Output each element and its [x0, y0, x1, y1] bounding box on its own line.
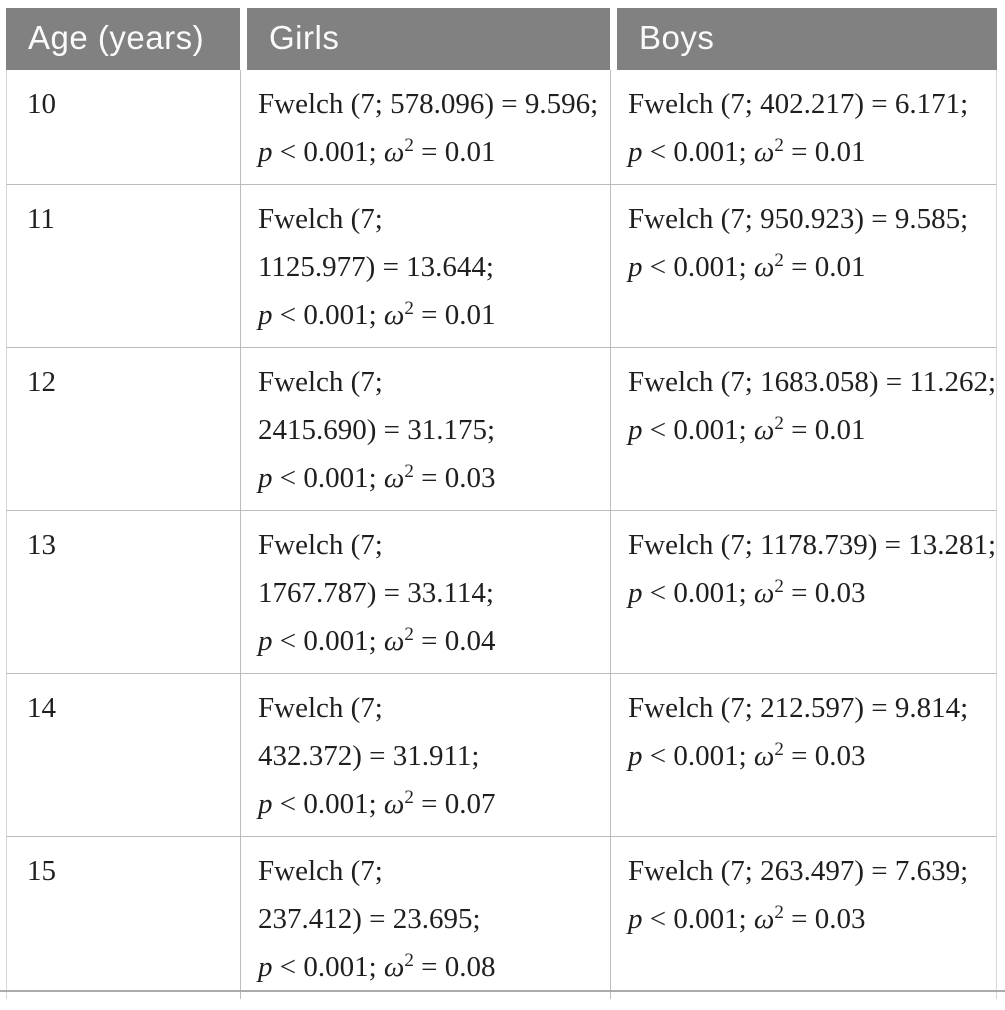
stat-line: p < 0.001; ω2 = 0.01: [258, 135, 496, 168]
stat-line: Fwelch (7;: [258, 692, 383, 724]
girls-stat-cell: Fwelch (7; 237.412) = 23.695; p < 0.001; ω…: [240, 837, 610, 999]
girls-stat-cell: Fwelch (7; 1767.787) = 33.114; p < 0.001; …: [240, 511, 610, 674]
stat-line: p < 0.001; ω2 = 0.03: [258, 461, 496, 494]
stat-line: Fwelch (7; 950.923) = 9.585;: [628, 203, 969, 235]
stat-line: p < 0.001; ω2 = 0.03: [628, 739, 866, 772]
age-cell: 14: [6, 674, 240, 837]
table-row: 12 Fwelch (7; 2415.690) = 31.175; p < 0.001…: [6, 348, 997, 511]
stat-line: p < 0.001; ω2 = 0.01: [628, 413, 866, 446]
boys-stat-cell: Fwelch (7; 212.597) = 9.814; p < 0.001; ω…: [610, 674, 997, 837]
stat-line: p < 0.001; ω2 = 0.07: [258, 787, 496, 820]
stat-line: p < 0.001; ω2 = 0.03: [628, 902, 866, 935]
table-body: 10 Fwelch (7; 578.096) = 9.596; p < 0.001;…: [6, 70, 997, 999]
boys-stat-cell: Fwelch (7; 1178.739) = 13.281; p < 0.001;…: [610, 511, 997, 674]
stat-line: Fwelch (7; 578.096) = 9.596;: [258, 88, 599, 120]
stat-line: Fwelch (7; 1178.739) = 13.281;: [628, 529, 997, 561]
stat-line: 1767.787) = 33.114;: [258, 577, 494, 609]
stat-line: Fwelch (7;: [258, 366, 383, 398]
girls-stat-cell: Fwelch (7; 1125.977) = 13.644; p < 0.001; …: [240, 185, 610, 348]
girls-stat-cell: Fwelch (7; 2415.690) = 31.175; p < 0.001; …: [240, 348, 610, 511]
stat-line: Fwelch (7;: [258, 855, 383, 887]
stat-line: p < 0.001; ω2 = 0.03: [628, 576, 866, 609]
table-row: 11 Fwelch (7; 1125.977) = 13.644; p < 0.001…: [6, 185, 997, 348]
age-cell: 13: [6, 511, 240, 674]
column-header-girls: Girls: [240, 8, 610, 70]
table-row: 15 Fwelch (7; 237.412) = 23.695; p < 0.001;…: [6, 837, 997, 999]
girls-stat-cell: Fwelch (7; 578.096) = 9.596; p < 0.001; ω…: [240, 70, 610, 185]
age-cell: 12: [6, 348, 240, 511]
stat-line: 2415.690) = 31.175;: [258, 414, 496, 446]
boys-stat-cell: Fwelch (7; 1683.058) = 11.262; p < 0.001;…: [610, 348, 997, 511]
stat-line: Fwelch (7; 212.597) = 9.814;: [628, 692, 969, 724]
boys-stat-cell: Fwelch (7; 263.497) = 7.639; p < 0.001; ω…: [610, 837, 997, 999]
welch-anova-table: Age (years) Girls Boys 10 Fwelch (7; 578.…: [6, 8, 997, 999]
stat-line: p < 0.001; ω2 = 0.01: [258, 298, 496, 331]
stat-line: 1125.977) = 13.644;: [258, 251, 494, 283]
stat-line: Fwelch (7; 263.497) = 7.639;: [628, 855, 969, 887]
stat-line: 432.372) = 31.911;: [258, 740, 480, 772]
boys-stat-cell: Fwelch (7; 402.217) = 6.171; p < 0.001; ω…: [610, 70, 997, 185]
age-cell: 10: [6, 70, 240, 185]
table-row: 14 Fwelch (7; 432.372) = 31.911; p < 0.001;…: [6, 674, 997, 837]
table-row: 13 Fwelch (7; 1767.787) = 33.114; p < 0.001…: [6, 511, 997, 674]
header-row: Age (years) Girls Boys: [6, 8, 997, 70]
column-header-age: Age (years): [6, 8, 240, 70]
table-row: 10 Fwelch (7; 578.096) = 9.596; p < 0.001;…: [6, 70, 997, 185]
column-header-boys: Boys: [610, 8, 997, 70]
bottom-rule: [0, 990, 1005, 992]
stat-line: p < 0.001; ω2 = 0.08: [258, 950, 496, 983]
stat-line: Fwelch (7; 1683.058) = 11.262;: [628, 366, 997, 398]
stat-line: p < 0.001; ω2 = 0.04: [258, 624, 496, 657]
girls-stat-cell: Fwelch (7; 432.372) = 31.911; p < 0.001; ω…: [240, 674, 610, 837]
stat-line: Fwelch (7;: [258, 529, 383, 561]
boys-stat-cell: Fwelch (7; 950.923) = 9.585; p < 0.001; ω…: [610, 185, 997, 348]
stat-line: 237.412) = 23.695;: [258, 903, 481, 935]
stat-line: p < 0.001; ω2 = 0.01: [628, 250, 866, 283]
age-cell: 15: [6, 837, 240, 999]
stat-line: Fwelch (7;: [258, 203, 383, 235]
age-cell: 11: [6, 185, 240, 348]
stat-line: p < 0.001; ω2 = 0.01: [628, 135, 866, 168]
stat-line: Fwelch (7; 402.217) = 6.171;: [628, 88, 969, 120]
